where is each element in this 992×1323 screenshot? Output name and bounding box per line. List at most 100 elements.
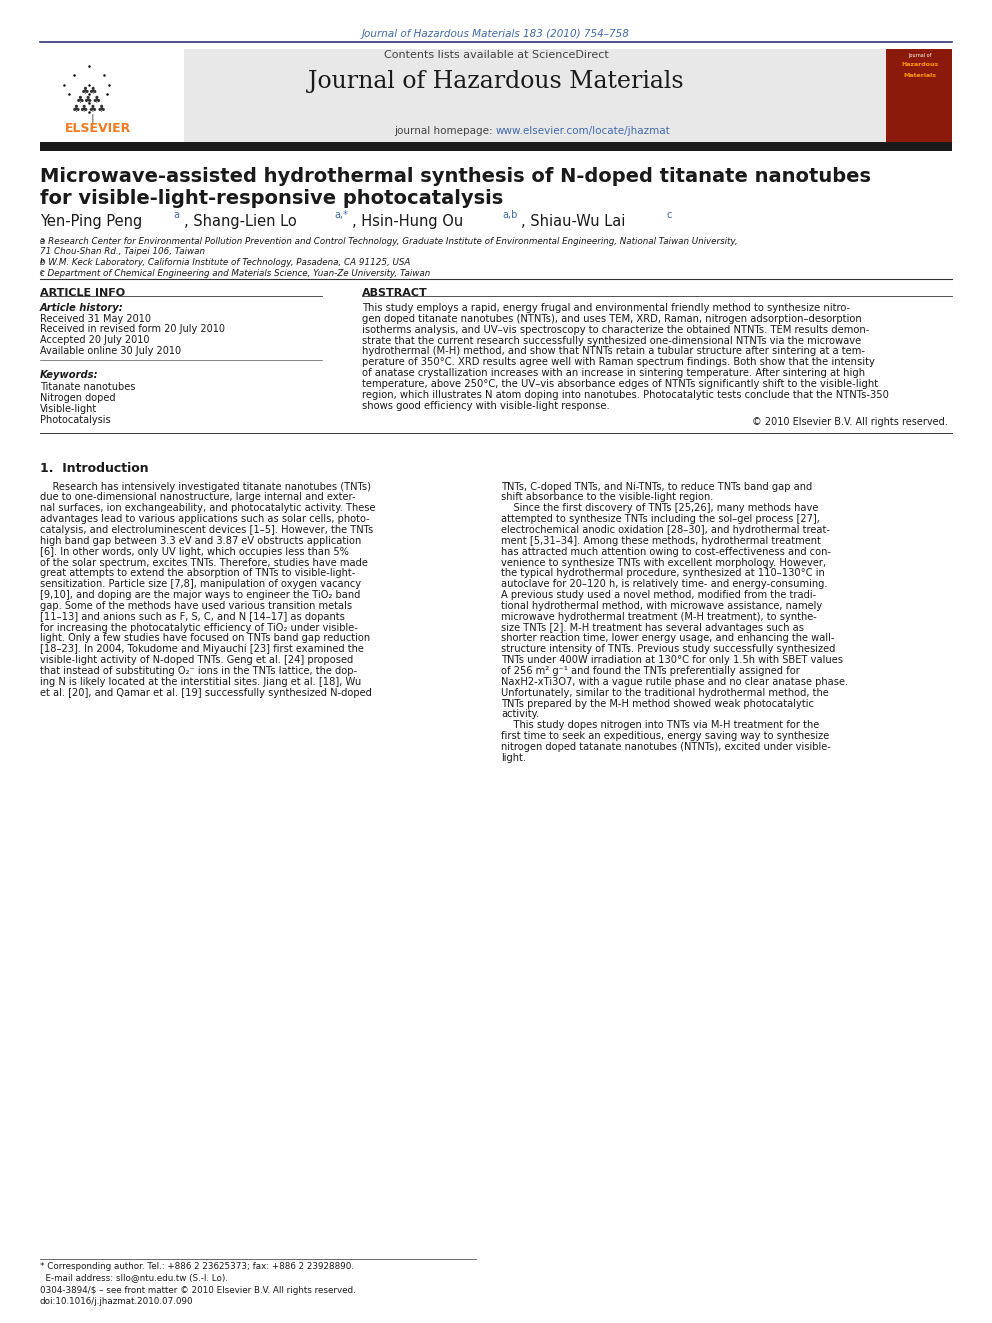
Text: [11–13] and anions such as F, S, C, and N [14–17] as dopants: [11–13] and anions such as F, S, C, and … [40, 611, 344, 622]
Text: shorter reaction time, lower energy usage, and enhancing the wall-: shorter reaction time, lower energy usag… [501, 634, 834, 643]
Text: journal homepage:: journal homepage: [394, 126, 496, 136]
Text: activity.: activity. [501, 709, 540, 720]
Text: venience to synthesize TNTs with excellent morphology. However,: venience to synthesize TNTs with excelle… [501, 557, 826, 568]
Text: [6]. In other words, only UV light, which occupies less than 5%: [6]. In other words, only UV light, whic… [40, 546, 348, 557]
Text: a: a [40, 237, 44, 243]
Text: TNTs, C-doped TNTs, and Ni-TNTs, to reduce TNTs band gap and: TNTs, C-doped TNTs, and Ni-TNTs, to redu… [501, 482, 812, 492]
Text: Visible-light: Visible-light [40, 404, 97, 414]
Text: isotherms analysis, and UV–vis spectroscopy to characterize the obtained NTNTs. : isotherms analysis, and UV–vis spectrosc… [362, 324, 869, 335]
Text: that instead of substituting O₂⁻ ions in the TNTs lattice, the dop-: that instead of substituting O₂⁻ ions in… [40, 665, 357, 676]
Text: Contents lists available at ScienceDirect: Contents lists available at ScienceDirec… [384, 50, 608, 61]
Text: A previous study used a novel method, modified from the tradi-: A previous study used a novel method, mo… [501, 590, 816, 601]
Text: light. Only a few studies have focused on TNTs band gap reduction: light. Only a few studies have focused o… [40, 634, 370, 643]
Text: region, which illustrates N atom doping into nanotubes. Photocatalytic tests con: region, which illustrates N atom doping … [362, 390, 889, 400]
Text: first time to seek an expeditious, energy saving way to synthesize: first time to seek an expeditious, energ… [501, 732, 829, 741]
Text: Photocatalysis: Photocatalysis [40, 414, 110, 425]
Text: Journal of Hazardous Materials: Journal of Hazardous Materials [309, 70, 683, 93]
Text: [9,10], and doping are the major ways to engineer the TiO₂ band: [9,10], and doping are the major ways to… [40, 590, 360, 601]
Text: 0304-3894/$ – see front matter © 2010 Elsevier B.V. All rights reserved.: 0304-3894/$ – see front matter © 2010 El… [40, 1286, 355, 1295]
Text: et al. [20], and Qamar et al. [19] successfully synthesized N-doped: et al. [20], and Qamar et al. [19] succe… [40, 688, 372, 697]
FancyBboxPatch shape [40, 49, 184, 142]
Text: Available online 30 July 2010: Available online 30 July 2010 [40, 347, 181, 356]
Text: a: a [174, 210, 180, 221]
Text: temperature, above 250°C, the UV–vis absorbance edges of NTNTs significantly shi: temperature, above 250°C, the UV–vis abs… [362, 378, 878, 389]
Text: Received in revised form 20 July 2010: Received in revised form 20 July 2010 [40, 324, 224, 335]
Text: www.elsevier.com/locate/jhazmat: www.elsevier.com/locate/jhazmat [496, 126, 671, 136]
Text: gen doped titanate nanotubes (NTNTs), and uses TEM, XRD, Raman, nitrogen adsorpt: gen doped titanate nanotubes (NTNTs), an… [362, 314, 862, 324]
Text: TNTs under 400W irradiation at 130°C for only 1.5h with SBET values: TNTs under 400W irradiation at 130°C for… [501, 655, 843, 665]
Text: [18–23]. In 2004, Tokudome and Miyauchi [23] first examined the: [18–23]. In 2004, Tokudome and Miyauchi … [40, 644, 363, 655]
Text: Since the first discovery of TNTs [25,26], many methods have: Since the first discovery of TNTs [25,26… [501, 503, 818, 513]
Text: 71 Chou-Shan Rd., Taipei 106, Taiwan: 71 Chou-Shan Rd., Taipei 106, Taiwan [40, 247, 204, 257]
Text: This study dopes nitrogen into TNTs via M-H treatment for the: This study dopes nitrogen into TNTs via … [501, 720, 819, 730]
Text: attempted to synthesize TNTs including the sol–gel process [27],: attempted to synthesize TNTs including t… [501, 515, 819, 524]
Text: Keywords:: Keywords: [40, 370, 98, 380]
Text: Journal of Hazardous Materials 183 (2010) 754–758: Journal of Hazardous Materials 183 (2010… [362, 29, 630, 40]
Text: visible-light activity of N-doped TNTs. Geng et al. [24] proposed: visible-light activity of N-doped TNTs. … [40, 655, 353, 665]
Text: Yen-Ping Peng: Yen-Ping Peng [40, 214, 142, 229]
Text: of 256 m² g⁻¹ and found the TNTs preferentially assigned for: of 256 m² g⁻¹ and found the TNTs prefere… [501, 665, 800, 676]
Text: light.: light. [501, 753, 526, 763]
Text: for visible-light-responsive photocatalysis: for visible-light-responsive photocataly… [40, 189, 503, 208]
Text: microwave hydrothermal treatment (M-H treatment), to synthe-: microwave hydrothermal treatment (M-H tr… [501, 611, 816, 622]
Text: c: c [40, 269, 44, 275]
Text: , Hsin-Hung Ou: , Hsin-Hung Ou [352, 214, 463, 229]
Text: Unfortunately, similar to the traditional hydrothermal method, the: Unfortunately, similar to the traditiona… [501, 688, 828, 697]
Text: shift absorbance to the visible-light region.: shift absorbance to the visible-light re… [501, 492, 713, 503]
Text: Nitrogen doped: Nitrogen doped [40, 393, 115, 404]
Text: * Corresponding author. Tel.: +886 2 23625373; fax: +886 2 23928890.: * Corresponding author. Tel.: +886 2 236… [40, 1262, 354, 1271]
Text: advantages lead to various applications such as solar cells, photo-: advantages lead to various applications … [40, 515, 369, 524]
Text: shows good efficiency with visible-light response.: shows good efficiency with visible-light… [362, 401, 610, 410]
Text: b: b [40, 258, 45, 265]
Text: catalysis, and electroluminescent devices [1–5]. However, the TNTs: catalysis, and electroluminescent device… [40, 525, 373, 534]
Text: , Shang-Lien Lo: , Shang-Lien Lo [184, 214, 297, 229]
Text: hydrothermal (M-H) method, and show that NTNTs retain a tubular structure after : hydrothermal (M-H) method, and show that… [362, 347, 865, 356]
Text: strate that the current research successfully synthesized one-dimensional NTNTs : strate that the current research success… [362, 336, 861, 345]
Text: of anatase crystallization increases with an increase in sintering temperature. : of anatase crystallization increases wit… [362, 368, 865, 378]
Text: ment [5,31–34]. Among these methods, hydrothermal treatment: ment [5,31–34]. Among these methods, hyd… [501, 536, 820, 546]
Text: E-mail address: sllo@ntu.edu.tw (S.-l. Lo).: E-mail address: sllo@ntu.edu.tw (S.-l. L… [40, 1273, 228, 1282]
Text: Research has intensively investigated titanate nanotubes (TNTs): Research has intensively investigated ti… [40, 482, 371, 492]
Text: electrochemical anodic oxidation [28–30], and hydrothermal treat-: electrochemical anodic oxidation [28–30]… [501, 525, 830, 534]
Text: doi:10.1016/j.jhazmat.2010.07.090: doi:10.1016/j.jhazmat.2010.07.090 [40, 1297, 193, 1306]
Text: TNTs prepared by the M-H method showed weak photocatalytic: TNTs prepared by the M-H method showed w… [501, 699, 813, 709]
Text: the typical hydrothermal procedure, synthesized at 110–130°C in: the typical hydrothermal procedure, synt… [501, 569, 824, 578]
Text: sensitization. Particle size [7,8], manipulation of oxygen vacancy: sensitization. Particle size [7,8], mani… [40, 579, 361, 589]
Text: nal surfaces, ion exchangeability, and photocatalytic activity. These: nal surfaces, ion exchangeability, and p… [40, 503, 375, 513]
Text: structure intensity of TNTs. Previous study successfully synthesized: structure intensity of TNTs. Previous st… [501, 644, 835, 655]
Text: © 2010 Elsevier B.V. All rights reserved.: © 2010 Elsevier B.V. All rights reserved… [752, 417, 947, 427]
Text: This study employs a rapid, energy frugal and environmental friendly method to s: This study employs a rapid, energy fruga… [362, 303, 850, 314]
Text: ELSEVIER: ELSEVIER [64, 122, 131, 135]
Text: Materials: Materials [903, 73, 936, 78]
Text: Hazardous: Hazardous [901, 62, 938, 67]
Text: high band gap between 3.3 eV and 3.87 eV obstructs application: high band gap between 3.3 eV and 3.87 eV… [40, 536, 361, 546]
FancyBboxPatch shape [40, 49, 952, 142]
Text: tional hydrothermal method, with microwave assistance, namely: tional hydrothermal method, with microwa… [501, 601, 822, 611]
Text: Received 31 May 2010: Received 31 May 2010 [40, 314, 151, 324]
Text: NaxH2-xTi3O7, with a vague rutile phase and no clear anatase phase.: NaxH2-xTi3O7, with a vague rutile phase … [501, 677, 848, 687]
Text: ABSTRACT: ABSTRACT [362, 288, 428, 299]
Text: a,b: a,b [502, 210, 517, 221]
Text: Microwave-assisted hydrothermal synthesis of N-doped titanate nanotubes: Microwave-assisted hydrothermal synthesi… [40, 167, 871, 185]
Text: a,*: a,* [334, 210, 348, 221]
Text: a Research Center for Environmental Pollution Prevention and Control Technology,: a Research Center for Environmental Poll… [40, 237, 737, 246]
Text: , Shiau-Wu Lai: , Shiau-Wu Lai [521, 214, 625, 229]
FancyBboxPatch shape [40, 142, 952, 151]
Text: ♣♣
♣♣♣
♣♣♣♣
  |: ♣♣ ♣♣♣ ♣♣♣♣ | [71, 86, 107, 124]
Text: ARTICLE INFO: ARTICLE INFO [40, 288, 125, 299]
Text: gap. Some of the methods have used various transition metals: gap. Some of the methods have used vario… [40, 601, 352, 611]
Text: for increasing the photocatalytic efficiency of TiO₂ under visible-: for increasing the photocatalytic effici… [40, 623, 357, 632]
Text: Accepted 20 July 2010: Accepted 20 July 2010 [40, 335, 149, 345]
Text: due to one-dimensional nanostructure, large internal and exter-: due to one-dimensional nanostructure, la… [40, 492, 355, 503]
Text: great attempts to extend the absorption of TNTs to visible-light-: great attempts to extend the absorption … [40, 569, 355, 578]
Text: 1.  Introduction: 1. Introduction [40, 462, 149, 475]
Text: nitrogen doped tatanate nanotubes (NTNTs), excited under visible-: nitrogen doped tatanate nanotubes (NTNTs… [501, 742, 831, 751]
Text: perature of 350°C. XRD results agree well with Raman spectrum findings. Both sho: perature of 350°C. XRD results agree wel… [362, 357, 875, 368]
Text: Titanate nanotubes: Titanate nanotubes [40, 382, 135, 392]
Text: ing N is likely located at the interstitial sites. Jiang et al. [18], Wu: ing N is likely located at the interstit… [40, 677, 361, 687]
Text: autoclave for 20–120 h, is relatively time- and energy-consuming.: autoclave for 20–120 h, is relatively ti… [501, 579, 827, 589]
Text: size TNTs [2]. M-H treatment has several advantages such as: size TNTs [2]. M-H treatment has several… [501, 623, 804, 632]
Text: c Department of Chemical Engineering and Materials Science, Yuan-Ze University, : c Department of Chemical Engineering and… [40, 269, 430, 278]
Text: Journal of: Journal of [908, 53, 931, 58]
Text: c: c [667, 210, 672, 221]
